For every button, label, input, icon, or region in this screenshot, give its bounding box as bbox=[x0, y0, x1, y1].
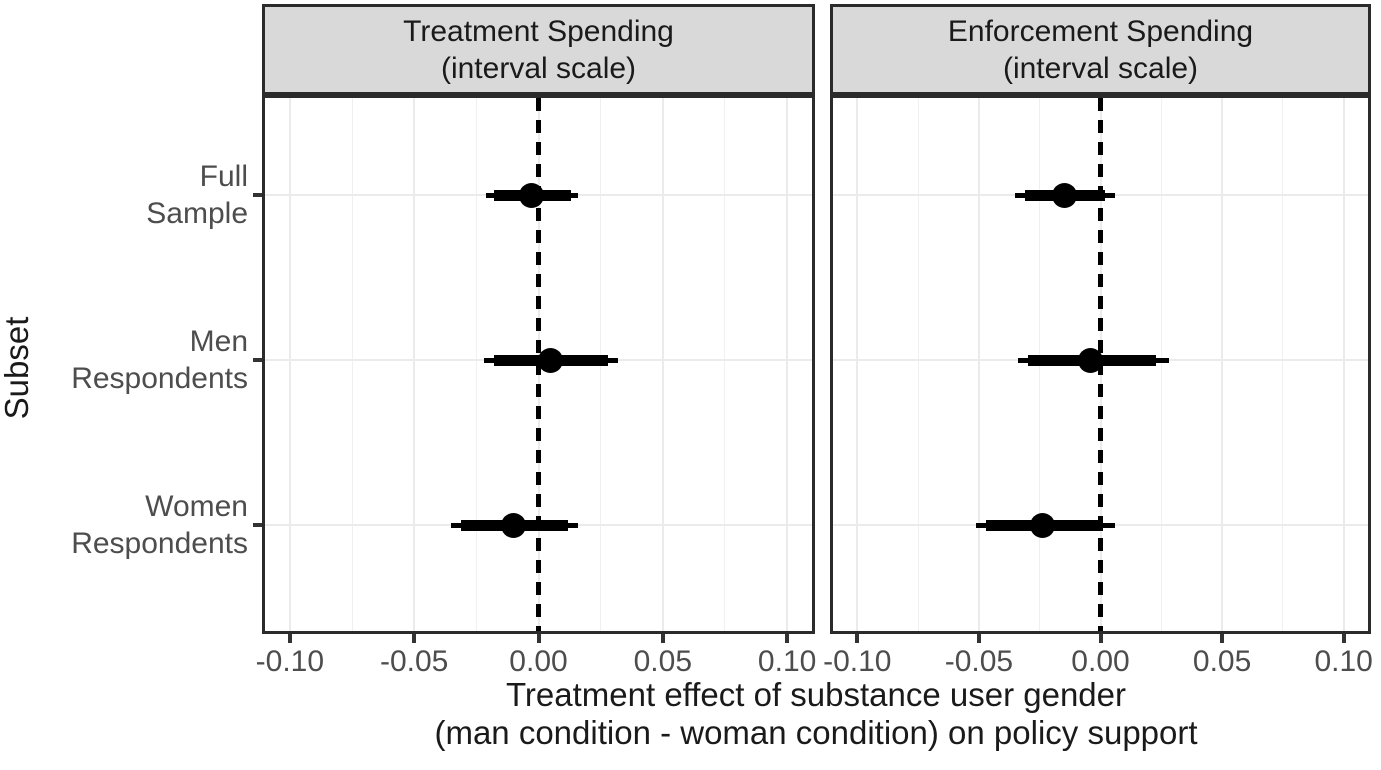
x-axis-tick bbox=[412, 634, 417, 643]
point-estimate-men-respondents bbox=[538, 347, 564, 373]
plot-panel-treatment-spending bbox=[262, 95, 815, 634]
x-axis-tick bbox=[536, 634, 541, 643]
y-axis-label-full-sample: Full Sample bbox=[28, 158, 248, 232]
gridline-vertical-minor bbox=[475, 98, 477, 631]
x-axis-tick-label: 0.00 bbox=[509, 645, 568, 678]
gridline-vertical-minor bbox=[351, 98, 353, 631]
y-axis-tick bbox=[253, 358, 262, 363]
x-axis-tick-label: 0.00 bbox=[1071, 645, 1130, 678]
y-axis-label-line: Respondents bbox=[71, 362, 248, 396]
facet-title-line: Treatment Spending bbox=[403, 14, 674, 48]
point-estimate-women-respondents bbox=[501, 512, 527, 538]
x-axis-tick-label: 0.05 bbox=[633, 645, 693, 678]
y-axis-label-line: Full bbox=[199, 160, 248, 193]
point-estimate-women-respondents bbox=[1029, 512, 1055, 538]
x-axis-tick bbox=[785, 634, 790, 643]
plot-panel-enforcement-spending bbox=[830, 95, 1371, 634]
gridline-vertical-major bbox=[661, 98, 664, 631]
gridline-vertical-major bbox=[977, 98, 980, 631]
x-axis-tick-label: 0.10 bbox=[1314, 645, 1373, 678]
point-estimate-full-sample bbox=[1051, 182, 1077, 208]
y-axis-label-men-respondents: Men Respondents bbox=[28, 323, 248, 397]
gridline-vertical-major bbox=[288, 98, 291, 631]
y-axis-label-line: Sample bbox=[146, 197, 248, 230]
x-axis-tick-label: 0.05 bbox=[1192, 645, 1252, 678]
x-axis-tick-label: -0.05 bbox=[944, 645, 1014, 678]
y-axis-label-line: Women bbox=[145, 490, 248, 524]
gridline-vertical-major bbox=[856, 98, 859, 631]
x-axis-tick-label: -0.05 bbox=[379, 645, 449, 678]
facet-title-line: (interval scale) bbox=[1002, 51, 1199, 85]
gridline-vertical-minor bbox=[724, 98, 726, 631]
x-axis-title-line2: (man condition - woman condition) on pol… bbox=[434, 714, 1198, 751]
x-axis-tick bbox=[976, 634, 981, 643]
y-axis-label-line: Respondents bbox=[71, 527, 248, 561]
x-axis-tick-label: 0.10 bbox=[757, 645, 817, 678]
x-axis-tick bbox=[287, 634, 292, 643]
gridline-vertical-minor bbox=[1160, 98, 1162, 631]
x-axis-tick bbox=[1098, 634, 1103, 643]
y-axis-label-line: Men bbox=[189, 325, 248, 359]
x-axis-tick bbox=[1220, 634, 1225, 643]
gridline-vertical-major bbox=[1221, 98, 1224, 631]
gridline-vertical-major bbox=[1342, 98, 1345, 631]
facet-title-line: Enforcement Spending bbox=[947, 14, 1254, 48]
facet-strip-treatment-spending: Treatment Spending (interval scale) bbox=[262, 4, 815, 95]
gridline-vertical-major bbox=[413, 98, 416, 631]
x-axis-tick bbox=[660, 634, 665, 643]
gridline-vertical-minor bbox=[917, 98, 919, 631]
point-estimate-full-sample bbox=[518, 182, 544, 208]
x-axis-title-line1: Treatment effect of substance user gende… bbox=[505, 676, 1127, 713]
facet-strip-enforcement-spending: Enforcement Spending (interval scale) bbox=[830, 4, 1371, 95]
x-axis-tick-label: -0.10 bbox=[255, 645, 325, 678]
y-axis-label-women-respondents: Women Respondents bbox=[28, 488, 248, 562]
y-axis-tick bbox=[253, 193, 262, 197]
facet-title-line: (interval scale) bbox=[440, 51, 637, 85]
point-estimate-men-respondents bbox=[1078, 347, 1104, 373]
y-axis-tick bbox=[253, 523, 262, 528]
x-axis-tick-label: -0.10 bbox=[823, 645, 892, 678]
x-axis-tick bbox=[1341, 634, 1346, 643]
gridline-vertical-minor bbox=[1282, 98, 1284, 631]
x-axis-tick bbox=[855, 634, 860, 643]
gridline-vertical-major bbox=[786, 98, 789, 631]
